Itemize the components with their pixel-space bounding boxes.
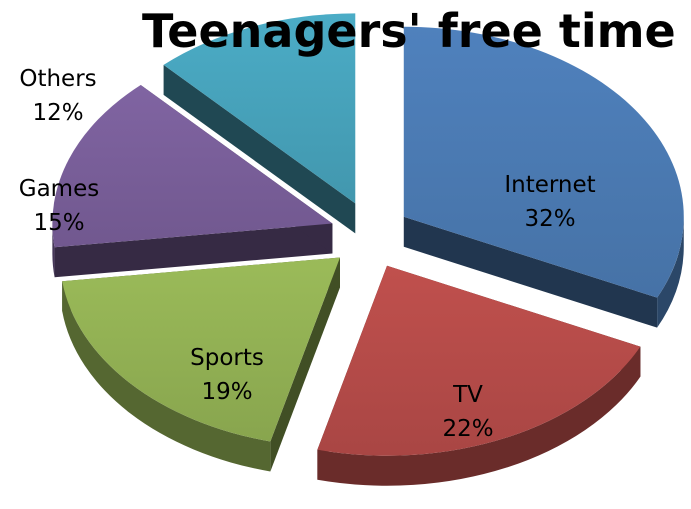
pie-slice-sports-top	[62, 257, 340, 442]
pie-slice-others-wall-0	[163, 64, 356, 234]
slice-label-tv-value: 22%	[442, 416, 494, 442]
slice-label-sports: Sports 19%	[152, 341, 302, 409]
pie-slice-games-wall-0	[54, 223, 333, 278]
slice-label-games-name: Games	[18, 176, 100, 202]
pie-slice-sports-wall-0	[270, 257, 340, 472]
pie-slice-internet-top	[403, 26, 684, 298]
pie-slice-sports	[62, 257, 340, 472]
pie-slice-internet	[403, 26, 684, 328]
pie-slice-sports-rim-0	[62, 281, 271, 472]
pie-slice-tv-rim-0	[317, 346, 641, 486]
pie-slice-tv-top	[317, 265, 641, 456]
slice-label-others-name: Others	[19, 66, 97, 92]
pie-slice-games-rim-0	[52, 223, 55, 278]
pie-slice-internet-wall-1	[403, 216, 658, 328]
chart-title: Teenagers' free time	[142, 4, 676, 58]
pie-slice-others	[163, 13, 356, 234]
pie-slice-internet-rim-0	[657, 216, 684, 328]
pie-slice-tv	[317, 265, 641, 486]
pie-slice-others-top	[163, 13, 356, 204]
slice-label-tv-name: TV	[453, 382, 483, 408]
slice-label-internet: Internet 32%	[475, 168, 625, 236]
slice-label-sports-name: Sports	[190, 345, 264, 371]
slice-label-games: Games 15%	[0, 172, 134, 240]
slice-label-others-value: 12%	[32, 100, 84, 126]
pie-slice-games-top	[52, 84, 333, 248]
slice-label-internet-name: Internet	[504, 172, 596, 198]
slice-label-others: Others 12%	[0, 62, 133, 130]
slice-label-sports-value: 19%	[201, 379, 253, 405]
slice-label-games-value: 15%	[33, 210, 85, 236]
slice-label-tv: TV 22%	[393, 378, 543, 446]
pie-slice-games	[52, 84, 333, 278]
slice-label-internet-value: 32%	[524, 206, 576, 232]
